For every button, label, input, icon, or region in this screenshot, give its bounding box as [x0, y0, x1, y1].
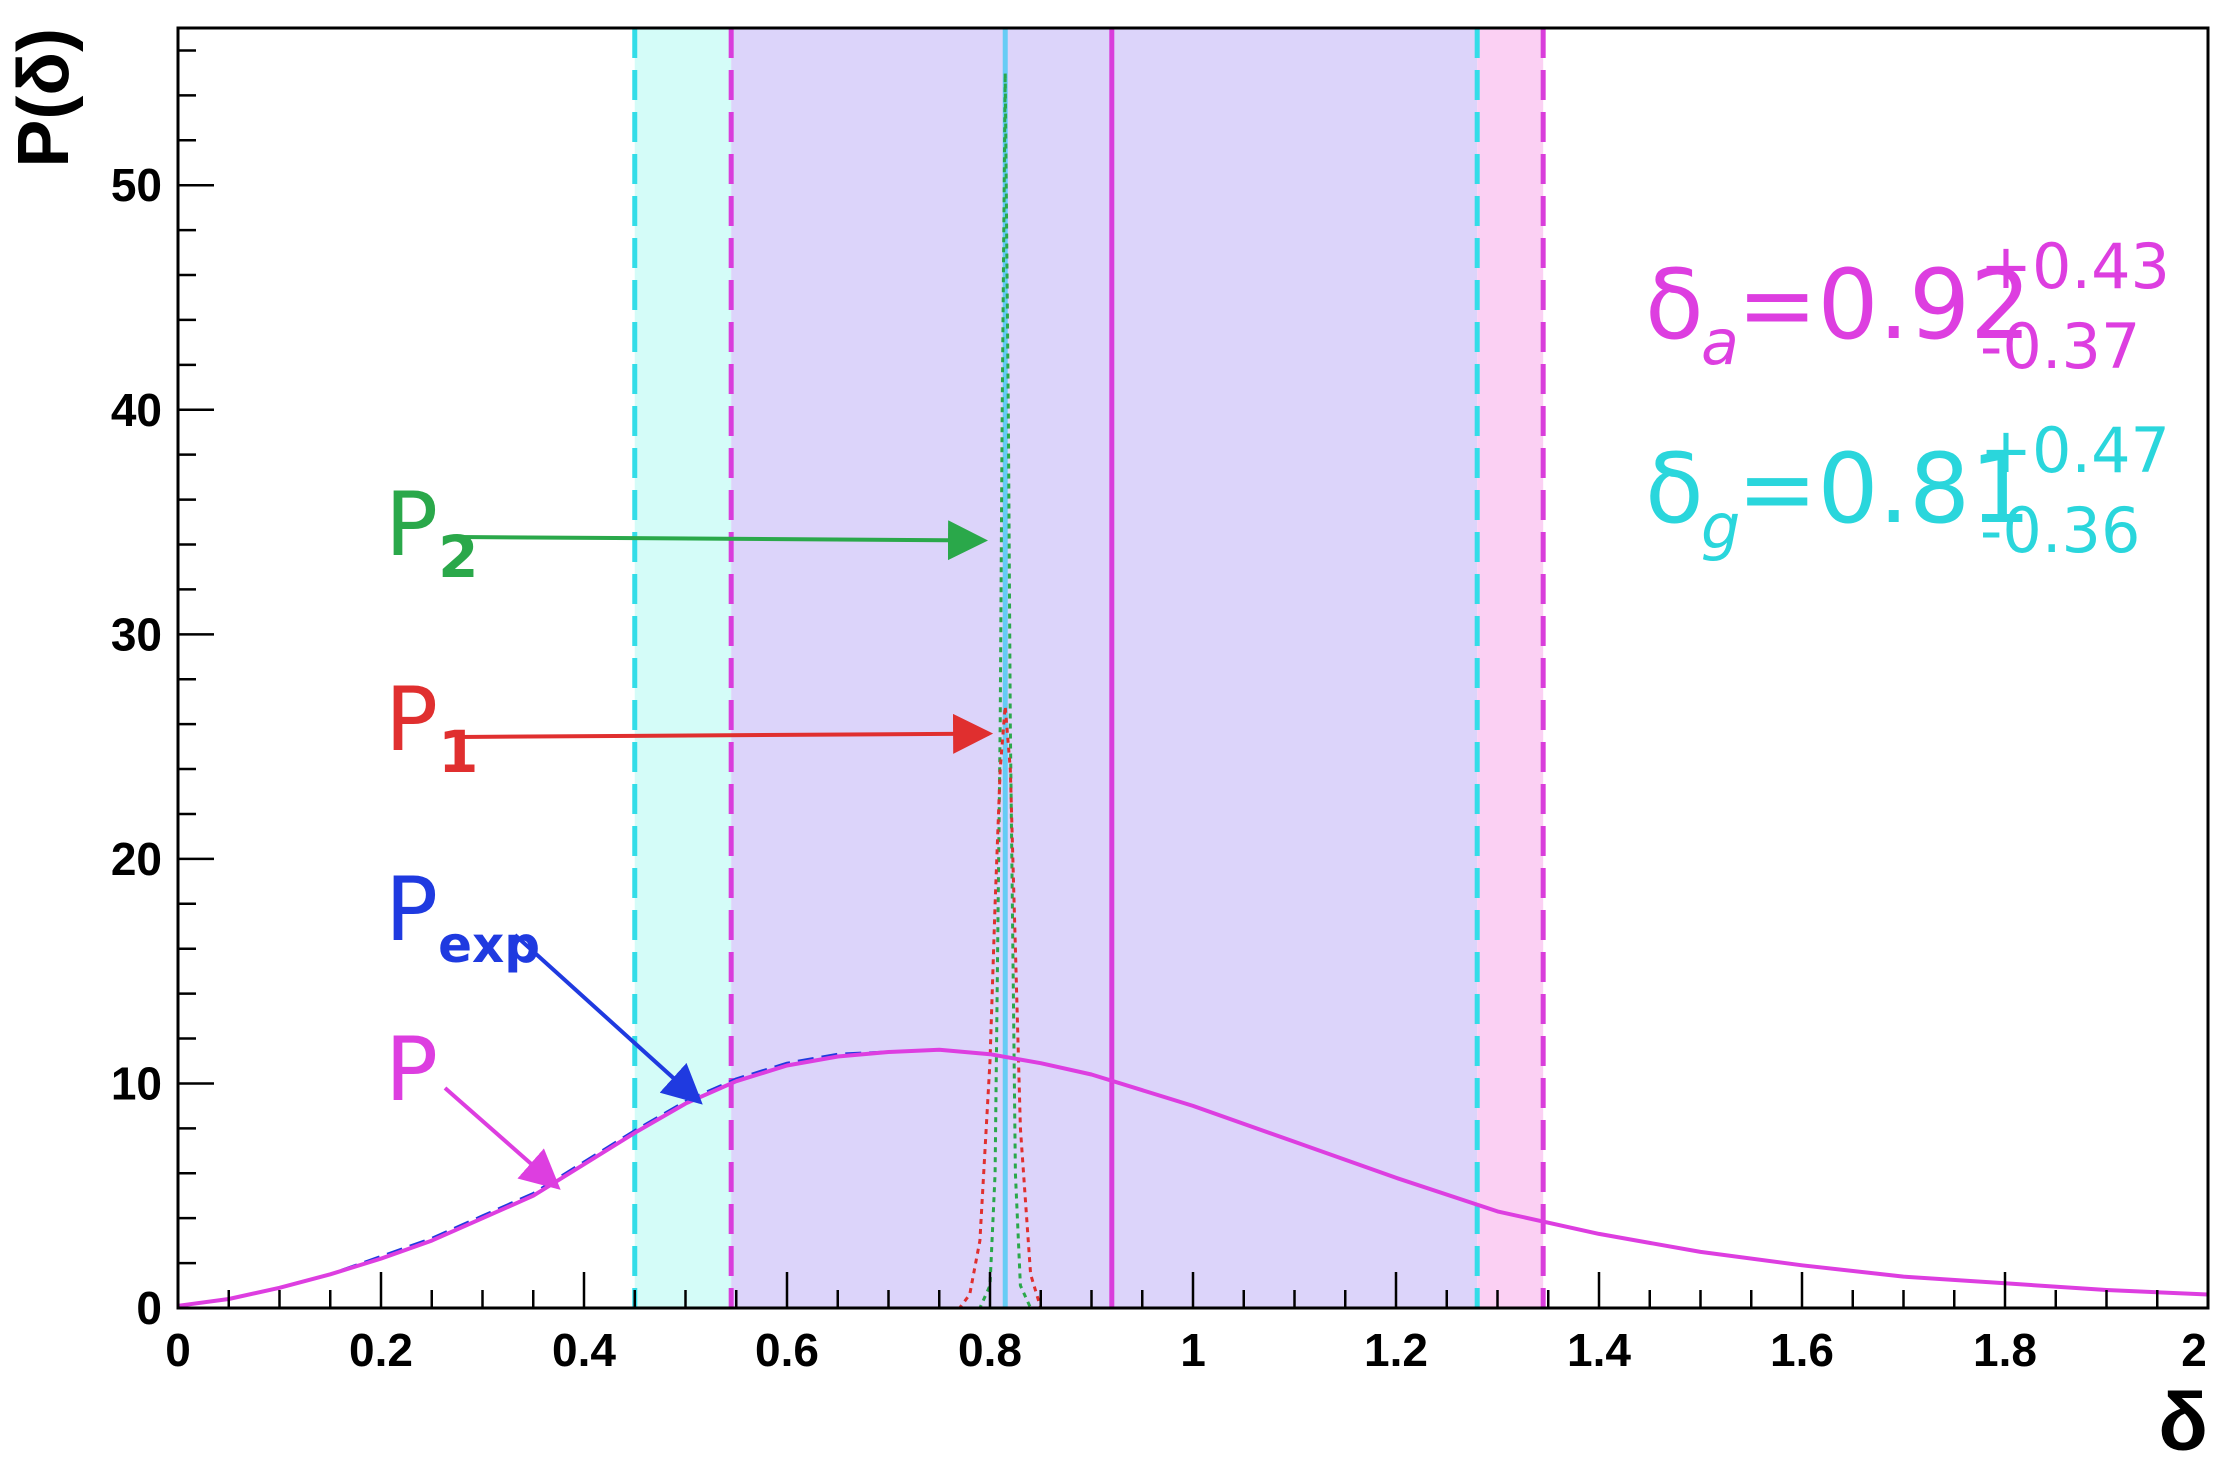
annotation-arrow	[513, 933, 703, 1105]
annotation-arrow	[443, 1086, 561, 1190]
annotation-p-2: P2	[385, 473, 988, 591]
x-tick-label: 1.2	[1364, 1324, 1428, 1376]
y-axis-title: P(δ)	[4, 28, 84, 168]
result-minus-error: -0.37	[1980, 310, 2140, 383]
annotation-label: Pexp	[385, 858, 540, 974]
result-subscript: g	[1701, 490, 1740, 563]
result-symbol: δ	[1645, 433, 1704, 545]
x-tick-label: 0.4	[552, 1324, 616, 1376]
annotation-symbol: P	[385, 858, 438, 961]
result-value: =0.92	[1737, 249, 2031, 361]
result-plus-error: +0.43	[1980, 230, 2170, 303]
result-value: =0.81	[1737, 433, 2031, 545]
axes	[176, 26, 2210, 1310]
interval-bands	[634, 28, 1544, 1308]
annotation-symbol: P	[385, 668, 438, 771]
x-tick-label: 0.8	[958, 1324, 1022, 1376]
annotation-label: P	[385, 1018, 438, 1121]
annotation-label: P2	[385, 473, 478, 591]
annotation-arrow	[457, 713, 994, 754]
annotation-p-exp: Pexp	[385, 858, 703, 1105]
x-tick-label: 0	[165, 1324, 191, 1376]
annotation-arrow	[457, 520, 988, 561]
y-tick-label: 30	[111, 608, 162, 660]
x-tick-label: 1.6	[1770, 1324, 1834, 1376]
result-plus-error: +0.47	[1980, 414, 2170, 487]
result-subscript: a	[1701, 306, 1739, 379]
x-tick-label: 1.8	[1973, 1324, 2037, 1376]
x-tick-label: 2	[2181, 1324, 2207, 1376]
interval-lines	[632, 28, 1546, 1308]
result-symbol: δ	[1645, 249, 1704, 361]
x-tick-label: 1.4	[1567, 1324, 1631, 1376]
x-tick-label: 1	[1180, 1324, 1206, 1376]
result-minus-error: -0.36	[1980, 494, 2140, 567]
annotation-symbol: P	[385, 473, 438, 576]
annotation-p: P	[385, 1018, 561, 1190]
annotation-subscript: 1	[438, 718, 478, 786]
y-tick-label: 0	[136, 1282, 162, 1334]
x-tick-label: 0.6	[755, 1324, 819, 1376]
result-delta-g: δg=0.81+0.47-0.36	[1645, 414, 2170, 567]
band-g-only	[634, 28, 732, 1308]
annotation-subscript: exp	[438, 916, 540, 974]
y-tick-label: 50	[111, 159, 162, 211]
annotation-label: P1	[385, 668, 478, 786]
annotation-symbol: P	[385, 1018, 438, 1121]
x-axis-title: δ	[2158, 1377, 2208, 1460]
series-curves	[177, 71, 2209, 1310]
x-tick-label: 0.2	[349, 1324, 413, 1376]
y-tick-label: 20	[111, 833, 162, 885]
y-tick-label: 40	[111, 384, 162, 436]
annotation-p-1: P1	[385, 668, 994, 786]
series-p-1	[178, 704, 2208, 1310]
axis-labels: 0 0.2 0.4 0.6 0.8 1 1.2 1.4 1.6 1.8 201020304050δP…	[4, 28, 2208, 1460]
series-p	[177, 1047, 2209, 1308]
series-p-2	[178, 71, 2208, 1310]
result-delta-a: δa=0.92+0.43-0.37	[1645, 230, 2170, 383]
band-overlap	[731, 28, 1478, 1308]
band-a-only	[1477, 28, 1544, 1308]
y-tick-label: 10	[111, 1057, 162, 1109]
annotation-subscript: 2	[438, 523, 478, 591]
